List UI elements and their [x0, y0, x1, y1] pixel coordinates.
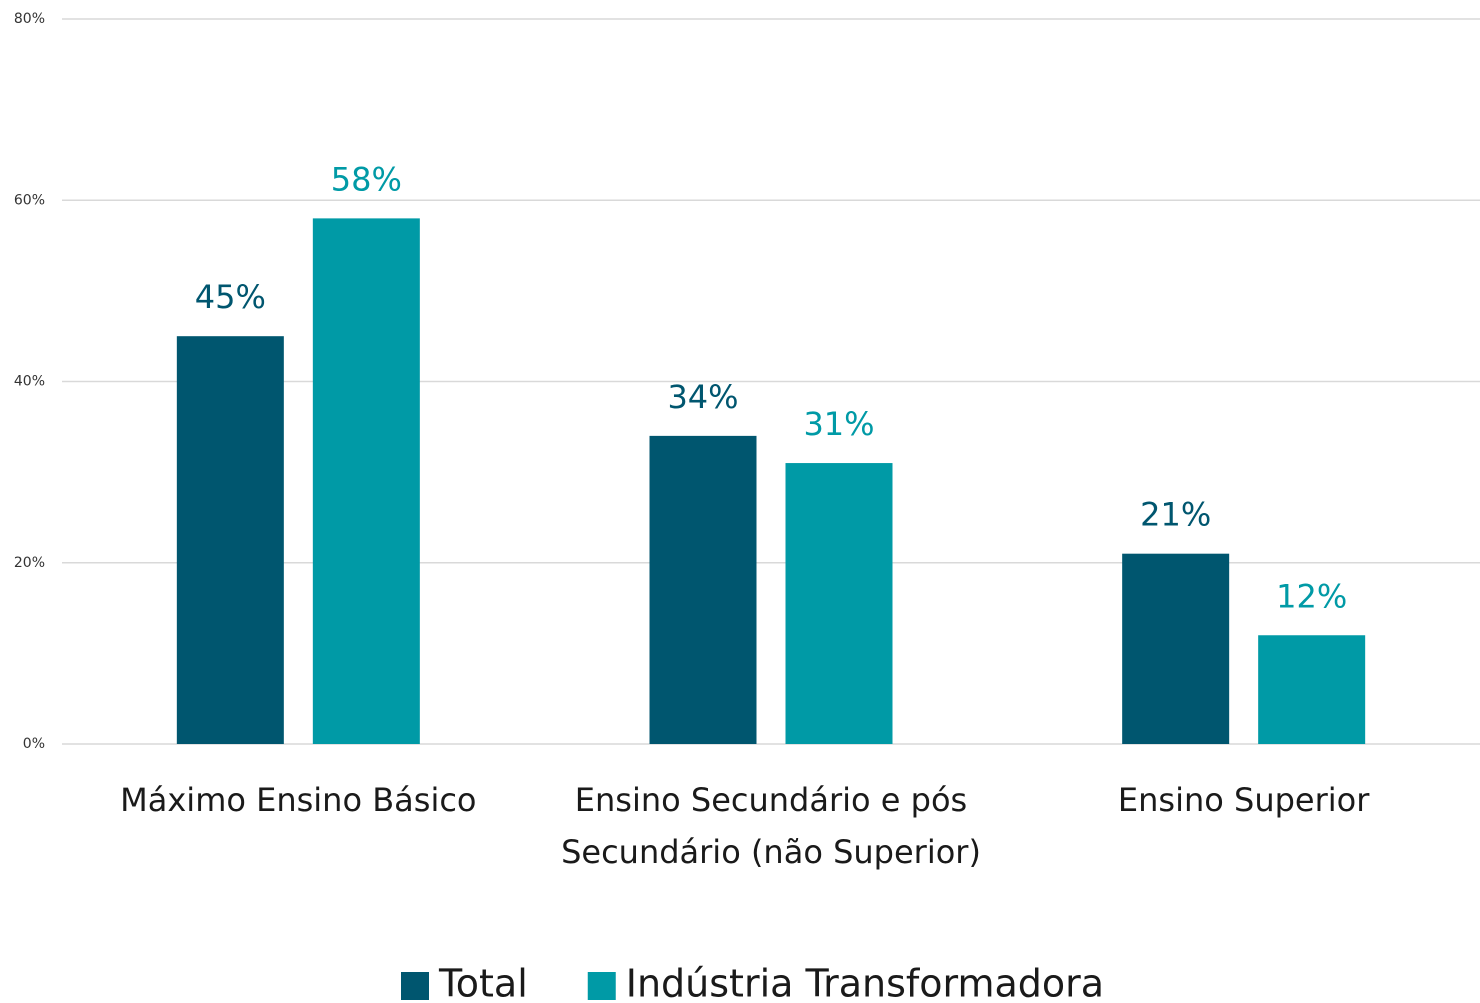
data-label: 58%: [331, 160, 402, 198]
bar: [176, 336, 284, 744]
y-tick-label: 40%: [14, 374, 45, 390]
data-label: 34%: [667, 378, 738, 416]
y-tick-label: 20%: [14, 555, 45, 571]
bar: [1258, 635, 1366, 744]
bar: [649, 435, 757, 744]
legend-label: Total: [438, 962, 528, 1003]
y-tick-label: 60%: [14, 192, 45, 208]
x-tick-label: Máximo Ensino Básico: [120, 781, 477, 819]
legend-label: Indústria Transformadora: [626, 962, 1104, 1003]
bar: [1122, 553, 1230, 744]
data-label: 21%: [1140, 496, 1211, 534]
legend-swatch: [401, 972, 429, 1000]
x-tick-label: Ensino Superior: [1117, 781, 1370, 819]
bar: [785, 463, 893, 744]
x-tick-label: Ensino Secundário e pós Secundário (não …: [561, 781, 981, 871]
data-label: 31%: [803, 405, 874, 443]
y-tick-label: 0%: [23, 736, 45, 752]
data-label: 45%: [195, 278, 266, 316]
legend-swatch: [587, 972, 616, 1000]
bar: [312, 218, 420, 744]
data-label: 12%: [1276, 577, 1347, 615]
y-tick-label: 80%: [14, 11, 45, 27]
